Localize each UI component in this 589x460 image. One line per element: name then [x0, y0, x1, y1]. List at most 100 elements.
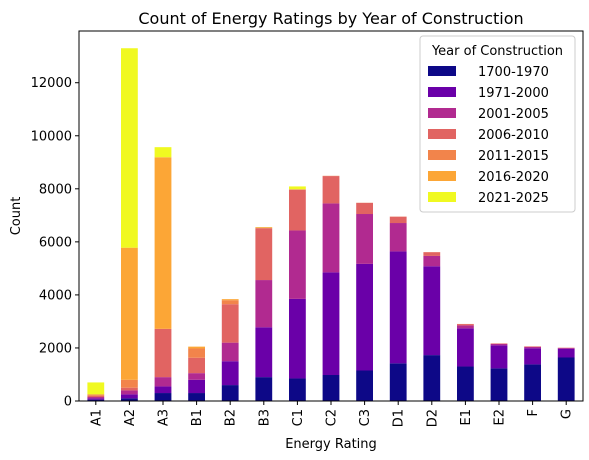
bar-segment	[255, 280, 273, 328]
bar-segment	[188, 348, 205, 358]
bar-segment	[188, 373, 205, 380]
bar-segment	[87, 398, 105, 400]
bar-segment	[188, 346, 205, 349]
plot-frame	[78, 30, 584, 402]
bar-segment	[356, 263, 373, 371]
legend-title: Year of Construction	[431, 44, 563, 59]
x-tick-label: A2	[123, 409, 138, 426]
bar-segment	[490, 345, 508, 369]
bar-segment	[289, 298, 306, 379]
legend-swatch	[428, 87, 456, 97]
legend-swatch	[428, 66, 456, 76]
legend-swatch	[428, 129, 456, 139]
bar-segment	[389, 363, 407, 401]
y-gridless-ticks: 0 2000 4000 6000 8000 10000 12000	[31, 76, 79, 410]
y-tick-label: 2000	[39, 341, 72, 356]
bar-segment	[154, 393, 172, 401]
bar-segment	[524, 348, 541, 365]
bar-segment	[87, 395, 105, 398]
bars-area	[87, 48, 575, 401]
x-tick-label: C3	[358, 409, 373, 426]
bar-segment	[121, 390, 138, 395]
bar-segment	[121, 247, 138, 380]
bar-segment	[255, 377, 273, 401]
x-tick-label: D2	[425, 409, 440, 427]
legend-items: 1700-1970 1971-2000 2001-2005 2006-2010 2011…	[428, 65, 549, 206]
bar-segment	[457, 324, 474, 326]
bar-segment	[87, 397, 105, 399]
x-tick-label: D1	[392, 409, 407, 427]
legend-swatch	[428, 192, 456, 202]
bar-segment	[389, 223, 407, 252]
legend-swatch	[428, 108, 456, 118]
bar-segment	[221, 304, 239, 343]
bar-segment	[423, 252, 441, 256]
x-tick-label: B3	[257, 409, 272, 426]
y-tick-label: 4000	[39, 288, 72, 303]
bar-segment	[557, 347, 575, 349]
x-tick-label: F	[526, 409, 541, 416]
bar-segment	[255, 327, 273, 378]
legend-label: 1700-1970	[478, 65, 549, 80]
chart-title: Count of Energy Ratings by Year of Const…	[138, 9, 523, 28]
x-ticks: A1 A2 A3 B1 B2 B3 C1 C2 C3 D1 D2 E1 E2 F G	[89, 401, 575, 427]
bar-segment	[356, 214, 373, 264]
bar-segment	[121, 48, 138, 248]
x-tick-label: B1	[190, 409, 205, 426]
legend-swatch	[428, 171, 456, 181]
bar-segment	[154, 147, 172, 158]
legend-frame	[419, 35, 576, 213]
bar-segment	[322, 375, 340, 401]
y-tick-label: 8000	[39, 182, 72, 197]
x-tick-label: G	[560, 409, 575, 419]
bar-segment	[221, 385, 239, 401]
bar-segment	[389, 216, 407, 224]
legend-label: 1971-2000	[478, 86, 549, 101]
x-tick-label: E1	[459, 409, 474, 426]
x-tick-label: C1	[291, 409, 306, 426]
y-tick-label: 12000	[31, 76, 72, 91]
bar-segment	[490, 343, 508, 344]
bar-segment	[87, 394, 105, 396]
bar-segment	[121, 394, 138, 399]
bar-segment	[188, 393, 205, 401]
bar-segment	[154, 386, 172, 394]
bar-segment	[289, 378, 306, 401]
bar-segment	[87, 382, 105, 395]
bar-segment	[322, 203, 340, 273]
legend: Year of Construction 1700-1970 1971-2000 2…	[419, 35, 576, 213]
bar-segment	[457, 328, 474, 367]
x-tick-label: B2	[224, 409, 239, 426]
x-tick-label: E2	[493, 409, 508, 426]
y-tick-label: 10000	[31, 129, 72, 144]
bar-segment	[221, 342, 239, 362]
bar-segment	[255, 228, 273, 281]
bar-segment	[524, 364, 541, 401]
y-tick-label: 6000	[39, 235, 72, 250]
bar-segment	[356, 370, 373, 401]
bar-segment	[154, 328, 172, 378]
bar-segment	[490, 368, 508, 401]
bar-segment	[423, 266, 441, 356]
legend-label: 2011-2015	[478, 149, 549, 164]
y-axis-label: Count	[9, 197, 24, 236]
bar-segment	[221, 299, 239, 301]
bar-segment	[154, 377, 172, 387]
legend-label: 2001-2005	[478, 107, 549, 122]
bar-segment	[524, 346, 541, 347]
bar-segment	[289, 230, 306, 299]
bar-segment	[423, 255, 441, 267]
legend-label: 2006-2010	[478, 128, 549, 143]
bar-segment	[524, 346, 541, 349]
bar-segment	[188, 379, 205, 394]
bar-segment	[87, 399, 105, 401]
bar-segment	[557, 348, 575, 358]
x-tick-label: A1	[89, 409, 104, 426]
bar-segment	[322, 272, 340, 376]
x-axis-label: Energy Rating	[285, 437, 377, 452]
x-tick-label: A3	[157, 409, 172, 426]
legend-label: 2016-2020	[478, 170, 549, 185]
bar-segment	[121, 398, 138, 401]
bar-segment	[457, 366, 474, 401]
